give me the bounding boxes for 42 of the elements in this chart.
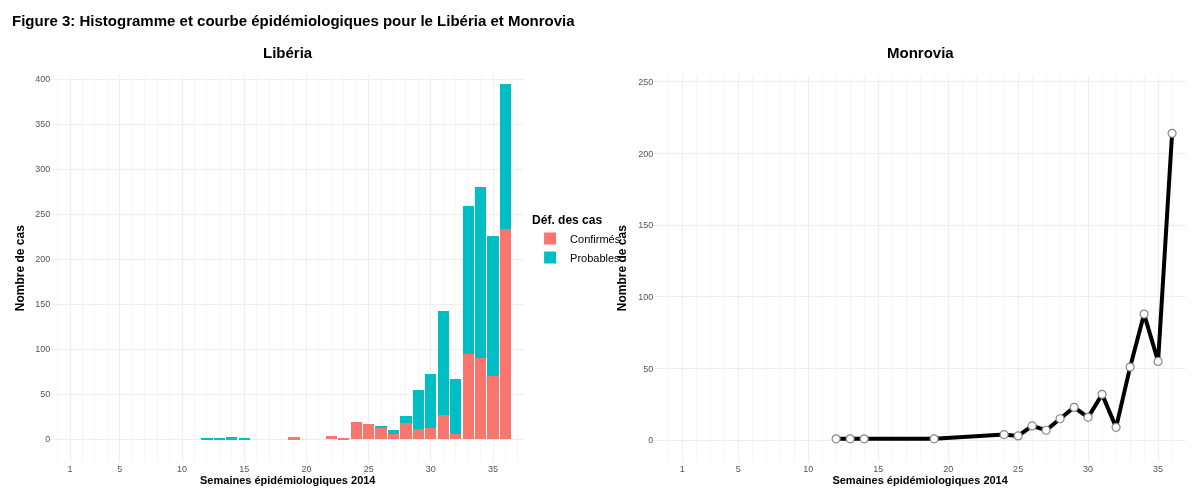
x-tick-label: 25 <box>1013 463 1024 474</box>
y-tick-label: 250 <box>638 76 654 87</box>
x-tick-label: 30 <box>1083 463 1094 474</box>
y-tick-label: 200 <box>638 148 654 159</box>
x-tick-label: 35 <box>1153 463 1164 474</box>
chart-title: Libéria <box>263 44 313 61</box>
x-tick-label: 1 <box>67 463 73 474</box>
x-tick-label: 15 <box>239 463 250 474</box>
bar <box>288 437 300 440</box>
y-tick-label: 200 <box>35 254 51 265</box>
x-tick-label: 35 <box>488 463 499 474</box>
bar <box>499 84 512 230</box>
y-tick-label: 50 <box>643 363 654 374</box>
x-axis-title: Semaines épidémiologiques 2014 <box>832 473 1009 486</box>
y-tick-label: 250 <box>35 209 51 220</box>
x-tick-label: 15 <box>873 463 884 474</box>
y-tick-label: 150 <box>638 220 654 231</box>
x-tick-label: 10 <box>803 463 814 474</box>
x-tick-label: 20 <box>301 463 312 474</box>
y-tick-label: 50 <box>40 389 51 400</box>
bar <box>238 437 250 440</box>
y-tick-label: 0 <box>45 434 51 445</box>
y-tick-label: 400 <box>35 74 51 85</box>
y-tick-label: 300 <box>35 164 51 175</box>
x-tick-label: 30 <box>425 463 436 474</box>
caption: Figure 3: Histogramme et courbe épidémiologiques pour le Libéria et Monrovia <box>12 12 576 29</box>
y-tick-label: 0 <box>648 435 654 446</box>
x-axis-title: Semaines épidémiologiques 2014 <box>200 473 377 486</box>
y-tick-label: 150 <box>35 299 51 310</box>
x-tick-label: 20 <box>943 463 954 474</box>
x-tick-label: 5 <box>117 463 123 474</box>
y-tick-label: 100 <box>35 344 51 355</box>
x-tick-label: 1 <box>679 463 685 474</box>
y-tick-label: 100 <box>638 291 654 302</box>
bar <box>387 430 400 434</box>
x-tick-label: 10 <box>177 463 188 474</box>
y-axis-title: Nombre de cas <box>12 224 27 312</box>
x-tick-label: 25 <box>363 463 374 474</box>
legend-title: Déf. des cas <box>532 213 603 228</box>
chart-title: Monrovia <box>887 44 955 61</box>
x-tick-label: 5 <box>735 463 741 474</box>
y-tick-label: 350 <box>35 119 51 130</box>
